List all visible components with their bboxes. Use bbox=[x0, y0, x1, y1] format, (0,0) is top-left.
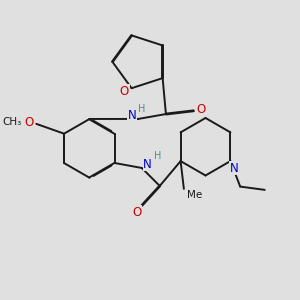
Text: O: O bbox=[120, 85, 129, 98]
Text: H: H bbox=[154, 151, 162, 160]
Text: H: H bbox=[138, 104, 146, 114]
Text: O: O bbox=[196, 103, 206, 116]
Text: O: O bbox=[25, 116, 34, 129]
Text: N: N bbox=[128, 109, 136, 122]
Text: N: N bbox=[230, 162, 239, 175]
Text: CH₃: CH₃ bbox=[2, 117, 21, 127]
Text: N: N bbox=[143, 158, 152, 170]
Text: Me: Me bbox=[187, 190, 202, 200]
Text: O: O bbox=[132, 206, 142, 219]
